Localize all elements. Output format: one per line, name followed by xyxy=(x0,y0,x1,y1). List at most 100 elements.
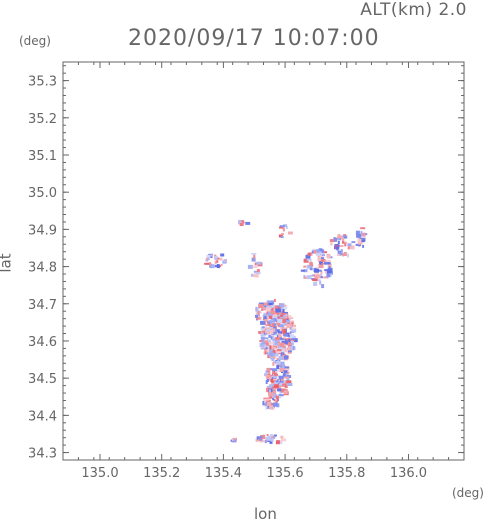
heatmap-cell xyxy=(274,328,278,333)
heatmap-cell xyxy=(282,309,285,313)
heatmap-cell xyxy=(210,264,215,269)
heatmap-cell xyxy=(284,323,287,326)
heatmap-cell xyxy=(286,226,288,229)
heatmap-cell xyxy=(268,303,273,305)
heatmap-cell xyxy=(278,356,284,360)
heatmap-cell xyxy=(262,314,268,318)
heatmap-cell xyxy=(270,336,273,340)
heatmap-cell xyxy=(304,276,308,279)
heatmap-cell xyxy=(263,398,269,401)
heatmap-cell xyxy=(266,385,272,389)
heatmap-cell xyxy=(264,347,268,351)
heatmap-cell xyxy=(279,225,285,228)
heatmap-cells xyxy=(204,219,368,445)
heatmap-cell xyxy=(262,401,265,405)
heatmap-cell xyxy=(318,269,322,272)
heatmap-cell xyxy=(286,315,292,317)
heatmap-cell xyxy=(303,258,309,263)
heatmap-cell xyxy=(260,320,265,325)
heatmap-cell xyxy=(270,438,274,442)
heatmap-cell xyxy=(287,383,293,386)
heatmap-cell xyxy=(260,435,266,439)
heatmap-cell xyxy=(259,343,265,347)
heatmap-cell xyxy=(349,245,355,250)
heatmap-cell xyxy=(283,316,288,319)
heatmap-cell xyxy=(311,274,314,277)
heatmap-cell xyxy=(343,236,347,239)
heatmap-cell xyxy=(307,265,312,268)
heatmap-cell xyxy=(286,380,292,384)
x-tick-label: 135.0 xyxy=(81,466,118,481)
heatmap-cell xyxy=(337,250,342,253)
heatmap-cell xyxy=(218,265,221,268)
x-axis-label: lon xyxy=(254,505,277,523)
heatmap-cell xyxy=(317,257,322,262)
heatmap-cell xyxy=(325,270,328,274)
heatmap-cell xyxy=(256,316,262,320)
heatmap-cell xyxy=(265,436,271,441)
heatmap-cell xyxy=(251,257,256,262)
heatmap-cell xyxy=(250,273,255,277)
heatmap-cell xyxy=(281,388,287,393)
heatmap-cell xyxy=(267,339,271,343)
heatmap-cell xyxy=(214,260,217,265)
heatmap-cell xyxy=(266,367,271,371)
heatmap-cell xyxy=(329,239,335,243)
heatmap-cell xyxy=(238,220,244,222)
heatmap-cell xyxy=(311,264,314,267)
heatmap-cell xyxy=(268,392,273,397)
heatmap-cell xyxy=(247,264,253,269)
heatmap-cell xyxy=(284,366,290,369)
heatmap-cell xyxy=(280,337,286,340)
heatmap-cell xyxy=(265,405,268,410)
heatmap-cell xyxy=(283,333,289,337)
heatmap-cell xyxy=(357,239,362,243)
heatmap-cell xyxy=(274,381,278,384)
heatmap-cell xyxy=(361,238,365,241)
heatmap-cell xyxy=(272,402,278,407)
heatmap-cell xyxy=(338,249,341,252)
heatmap-cell xyxy=(327,263,332,268)
heatmap-cell xyxy=(219,257,223,261)
heatmap-cell xyxy=(270,310,275,315)
heatmap-cell xyxy=(210,253,214,257)
heatmap-cell xyxy=(273,435,276,439)
heatmap-cell xyxy=(276,403,280,408)
heatmap-cell xyxy=(260,347,265,350)
heatmap-cell xyxy=(272,394,277,399)
heatmap-cell xyxy=(284,344,287,347)
heatmap-cell xyxy=(291,340,293,343)
heatmap-cell xyxy=(320,270,323,275)
heatmap-cell xyxy=(271,381,275,385)
heatmap-cell xyxy=(283,376,289,379)
heatmap-cell xyxy=(360,227,366,230)
heatmap-cell xyxy=(275,341,278,345)
heatmap-cell xyxy=(351,241,356,244)
heatmap-cell xyxy=(268,371,271,375)
heatmap-cell xyxy=(267,311,271,314)
heatmap-cell xyxy=(344,243,347,247)
y-tick-label: 34.8 xyxy=(28,261,57,276)
heatmap-cell xyxy=(311,250,314,254)
x-tick-label: 135.4 xyxy=(205,466,242,481)
y-tick-label: 34.4 xyxy=(28,409,57,424)
heatmap-cell xyxy=(281,313,286,315)
heatmap-cell xyxy=(206,254,211,258)
heatmap-cell xyxy=(261,333,267,337)
heatmap-cell xyxy=(341,241,347,244)
heatmap-cell xyxy=(269,304,275,308)
x-tick-label: 136.0 xyxy=(390,466,427,481)
heatmap-cell xyxy=(320,259,326,262)
x-tick-label: 135.6 xyxy=(266,466,303,481)
heatmap-cell xyxy=(216,260,219,263)
heatmap-cell xyxy=(265,324,268,327)
heatmap-cell xyxy=(337,241,340,244)
heatmap-cell xyxy=(284,313,288,316)
heatmap-cell xyxy=(261,326,265,329)
heatmap-cell xyxy=(319,255,323,259)
heatmap-cell xyxy=(269,405,273,410)
heatmap-cell xyxy=(216,264,220,269)
heatmap-cell xyxy=(286,375,292,378)
heatmap-cell xyxy=(216,257,220,260)
heatmap-cell xyxy=(276,339,281,342)
